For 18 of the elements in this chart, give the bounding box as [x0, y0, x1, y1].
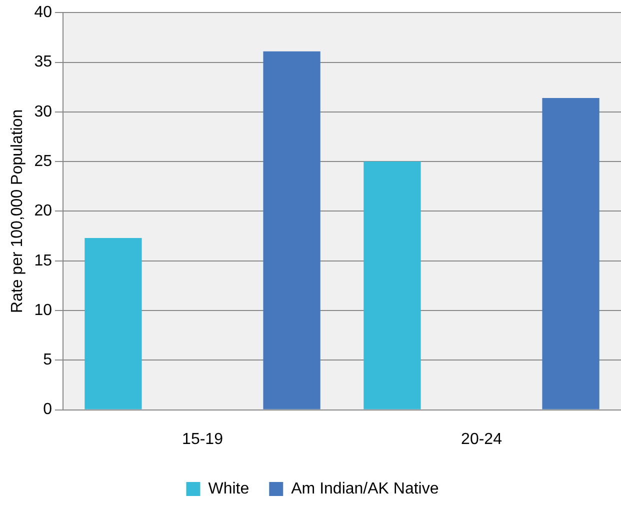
- y-tick-label: 0: [43, 401, 52, 418]
- bar: [364, 162, 421, 410]
- y-tick-label: 35: [34, 54, 52, 71]
- x-tick-label: 20-24: [461, 430, 502, 448]
- y-axis-title: Rate per 100,000 Population: [9, 109, 26, 314]
- y-tick-label: 20: [34, 202, 52, 220]
- y-tick-label: 10: [34, 302, 52, 319]
- y-tick-label: 5: [43, 352, 52, 369]
- bar: [84, 238, 142, 410]
- legend-label: White: [208, 480, 250, 498]
- bar: [542, 98, 600, 410]
- bar: [263, 51, 320, 410]
- y-tick-label: 30: [34, 103, 52, 120]
- y-tick-label: 40: [34, 4, 52, 22]
- legend-label: Am Indian/AK Native: [291, 480, 439, 498]
- y-tick-label: 15: [34, 252, 52, 270]
- y-tick-label: 25: [34, 152, 52, 170]
- x-tick-label: 15-19: [182, 430, 224, 448]
